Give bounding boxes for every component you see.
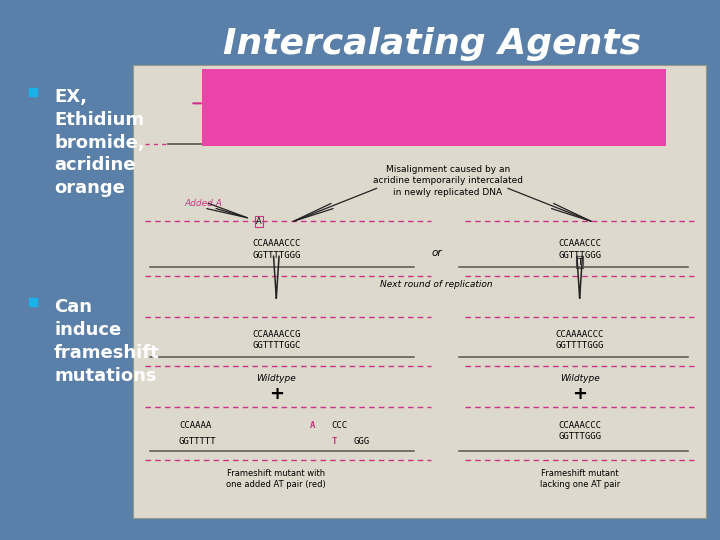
Text: T: T bbox=[331, 437, 337, 445]
Text: or: or bbox=[431, 248, 442, 258]
Text: +: + bbox=[572, 384, 588, 403]
Text: CCAAACCC
GGTTTGGG: CCAAACCC GGTTTGGG bbox=[558, 421, 601, 441]
Text: A: A bbox=[256, 217, 262, 226]
Text: CCC: CCC bbox=[331, 421, 347, 430]
Bar bbox=[29, 88, 37, 96]
Text: GGTTTTT: GGTTTTT bbox=[179, 437, 217, 445]
Text: CCAA
GGTTTTGGG: CCAA GGTTTTGGG bbox=[269, 114, 318, 135]
Text: CCAAAACCG
GGTTTTGGC: CCAAAACCG GGTTTTGGC bbox=[252, 330, 300, 350]
Text: CCAAACCC
GGTTTGGG: CCAAACCC GGTTTGGG bbox=[558, 239, 601, 260]
Text: Intercalating Agents: Intercalating Agents bbox=[223, 27, 641, 61]
Text: T: T bbox=[577, 258, 582, 267]
Text: GGG: GGG bbox=[353, 437, 369, 445]
Text: CCAAAACCC
GGTTTTGGG: CCAAAACCC GGTTTTGGG bbox=[556, 330, 604, 350]
Text: Added A: Added A bbox=[185, 199, 222, 208]
Text: Wildtype: Wildtype bbox=[559, 374, 600, 383]
Text: Frameshift mutant
lacking one AT pair: Frameshift mutant lacking one AT pair bbox=[539, 469, 620, 489]
Text: Wildtype: Wildtype bbox=[256, 374, 296, 383]
Text: Template strand: Template strand bbox=[526, 131, 599, 140]
Text: Can
induce
frameshift
mutations: Can induce frameshift mutations bbox=[54, 299, 160, 385]
Text: Growing daughter strand: Growing daughter strand bbox=[505, 76, 619, 85]
Text: Next round of replication: Next round of replication bbox=[380, 280, 493, 289]
Text: Frameshift mutant with
one added AT pair (red): Frameshift mutant with one added AT pair… bbox=[226, 469, 326, 489]
Bar bbox=[29, 299, 37, 306]
FancyBboxPatch shape bbox=[202, 69, 665, 146]
Text: A: A bbox=[310, 421, 315, 430]
Text: +: + bbox=[269, 384, 284, 403]
Text: CCAAAACCC
GGTTTTGGG: CCAAAACCC GGTTTTGGG bbox=[252, 239, 300, 260]
FancyBboxPatch shape bbox=[133, 65, 706, 518]
Text: EX,
Ethidium
bromide,
acridine
orange: EX, Ethidium bromide, acridine orange bbox=[54, 88, 145, 198]
Text: Misalignment caused by an
acridine temporarily intercalated
in newly replicated : Misalignment caused by an acridine tempo… bbox=[373, 165, 523, 197]
Text: CCAAAA: CCAAAA bbox=[179, 421, 211, 430]
